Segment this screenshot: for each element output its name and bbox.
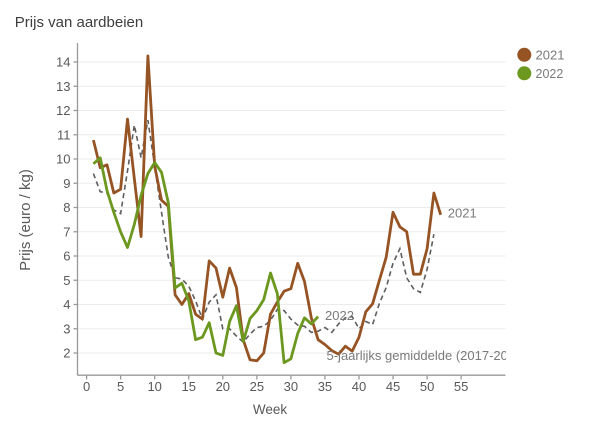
svg-text:55: 55 xyxy=(454,379,468,394)
svg-text:20: 20 xyxy=(216,379,230,394)
svg-text:5: 5 xyxy=(117,379,124,394)
svg-text:5: 5 xyxy=(63,273,70,288)
svg-text:2022: 2022 xyxy=(325,308,354,323)
svg-text:10: 10 xyxy=(147,379,161,394)
svg-text:40: 40 xyxy=(352,379,366,394)
svg-text:2: 2 xyxy=(63,346,70,361)
svg-text:Prijs (euro / kg): Prijs (euro / kg) xyxy=(17,169,34,271)
svg-text:45: 45 xyxy=(386,379,400,394)
svg-text:7: 7 xyxy=(63,224,70,239)
svg-text:6: 6 xyxy=(63,249,70,264)
svg-text:5-jaarlijks gemiddelde (2017-2: 5-jaarlijks gemiddelde (2017-2021) xyxy=(327,348,527,363)
svg-text:25: 25 xyxy=(250,379,264,394)
svg-text:Prijs van aardbeien: Prijs van aardbeien xyxy=(15,14,143,31)
svg-text:3: 3 xyxy=(63,321,70,336)
svg-text:35: 35 xyxy=(318,379,332,394)
svg-text:2022: 2022 xyxy=(536,67,564,81)
svg-text:15: 15 xyxy=(182,379,196,394)
svg-text:13: 13 xyxy=(56,79,70,94)
svg-text:30: 30 xyxy=(284,379,298,394)
svg-text:50: 50 xyxy=(420,379,434,394)
svg-text:8: 8 xyxy=(63,200,70,215)
svg-text:Week: Week xyxy=(253,402,288,417)
svg-text:12: 12 xyxy=(56,103,70,118)
svg-text:2021: 2021 xyxy=(536,47,565,62)
svg-text:0: 0 xyxy=(83,379,90,394)
svg-text:11: 11 xyxy=(57,127,71,142)
svg-text:10: 10 xyxy=(56,152,70,167)
svg-text:4: 4 xyxy=(63,297,70,312)
svg-text:14: 14 xyxy=(56,55,70,70)
svg-text:2021: 2021 xyxy=(448,206,477,221)
svg-text:9: 9 xyxy=(63,176,70,191)
